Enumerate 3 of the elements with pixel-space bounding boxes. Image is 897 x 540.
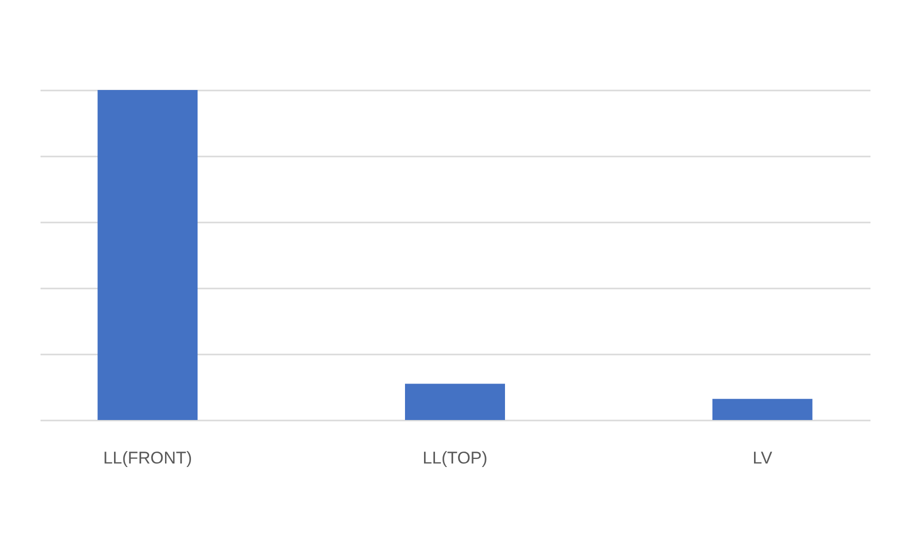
x-tick-label: LV	[752, 448, 773, 468]
x-tick-label: LL(FRONT)	[103, 448, 192, 468]
x-tick-label: LL(TOP)	[422, 448, 488, 468]
